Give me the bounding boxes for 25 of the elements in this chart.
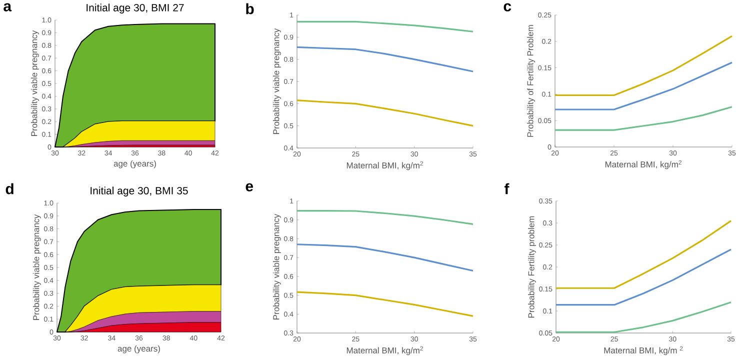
x-axis-title: age (years) [114,160,156,168]
x-axis-title: Maternal BMI, kg/m$^{2}$ [346,346,423,356]
x-axis-title: Maternal BMI, kg/m $^{2}$ [604,346,683,356]
y-axis-title: Probability viable pregnancy [272,214,281,320]
y-axis-title: Probability of Fertility Problem [527,25,535,137]
y-axis-title: Probability Fertility problem [528,216,536,318]
line-series [296,291,474,317]
y-axis-title: Probability viable pregnancy [32,214,41,320]
x-axis-title: age (years) [118,345,160,354]
text: d [6,183,14,194]
y-axis-title: Probability viable pregnancy [30,30,39,136]
text: c [504,3,512,12]
line-series [296,100,474,127]
chart-title: Initial age 30, BMI 35 [90,186,188,196]
line-series [296,210,474,225]
y-axis-title: Probability viable pregnancy [272,28,281,134]
line-series [296,46,474,72]
text: b [246,3,254,14]
text: e [246,183,254,192]
text: a [4,3,12,12]
text: f [504,183,510,194]
x-axis-title: Maternal BMI, kg/m$^{2}$ [605,160,682,170]
line-series [296,244,474,272]
x-axis-title: Maternal BMI, kg/m$^{2}$ [346,161,423,170]
chart-title: Initial age 30, BMI 27 [86,4,184,14]
